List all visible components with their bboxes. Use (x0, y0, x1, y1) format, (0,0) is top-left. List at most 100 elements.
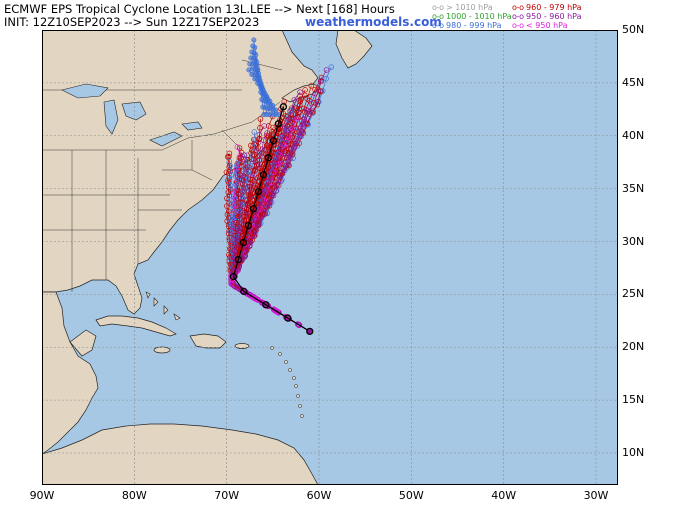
legend-label: 950 - 960 hPa (526, 12, 582, 21)
track-point (323, 67, 330, 73)
track-point (317, 78, 324, 84)
latitude-tick-label: 20N (622, 340, 645, 354)
track-point (235, 191, 242, 197)
mean-track-point (244, 221, 253, 230)
track-point (240, 184, 247, 191)
legend-label: 980 - 999 hPa (446, 21, 502, 30)
mean-track-point (264, 154, 273, 162)
track-point (293, 116, 300, 122)
track-point (278, 178, 284, 184)
mean-track-point (274, 120, 283, 128)
mean-track-point (279, 103, 288, 111)
track-point (261, 211, 268, 217)
track-point (293, 125, 299, 132)
latitude-tick-label: 50N (622, 23, 645, 36)
track-point (247, 162, 253, 169)
init-time-label: INIT: 12Z10SEP2023 --> Sun 12Z17SEP2023 (4, 15, 260, 29)
longitude-tick-label: 40W (491, 489, 517, 502)
track-point (289, 126, 296, 132)
track-point (225, 208, 232, 215)
track-point (226, 252, 232, 258)
track-point (314, 101, 321, 108)
track-point (246, 67, 252, 73)
track-point (234, 162, 240, 169)
track-point (238, 155, 244, 161)
mean-track-point (254, 187, 263, 196)
track-point (256, 221, 262, 227)
track-point (254, 200, 260, 206)
track-point (242, 210, 248, 216)
track-point (251, 37, 257, 43)
track-point (301, 105, 307, 112)
track-point (247, 192, 254, 198)
track-point (295, 321, 302, 328)
track-point (260, 207, 267, 214)
track-point (328, 64, 335, 70)
latitude-tick-label: 25N (622, 287, 645, 301)
map-title: ECMWF EPS Tropical Cyclone Location 13L.… (4, 2, 395, 16)
track-point (252, 76, 258, 82)
legend-marker: o-o (432, 21, 444, 30)
track-point (264, 94, 270, 100)
track-point (249, 49, 255, 55)
track-point (262, 210, 269, 217)
legend-item: o-o 1000 - 1010 hPa (432, 12, 512, 21)
legend-label: > 1010 hPa (446, 3, 493, 12)
track-point (279, 119, 286, 125)
track-point (308, 100, 315, 107)
track-point (236, 221, 243, 228)
track-point (297, 133, 303, 140)
track-point (234, 188, 241, 195)
track-point (256, 135, 263, 142)
mean-track-point (262, 301, 270, 309)
track-point (255, 80, 261, 86)
map-canvas (41, 29, 618, 486)
land-cuba (95, 315, 177, 337)
track-point (236, 184, 243, 191)
track-point (247, 61, 253, 67)
track-point (238, 229, 244, 235)
legend-marker: o-o (512, 3, 524, 12)
track-point (236, 212, 243, 219)
mean-track-point (284, 314, 292, 322)
track-point (228, 189, 235, 196)
track-point (248, 55, 254, 61)
land-newfoundland (335, 29, 373, 69)
mean-track-point (269, 137, 278, 145)
track-point (267, 143, 273, 150)
track-point (265, 133, 272, 140)
track-point (258, 198, 264, 204)
track-point (239, 163, 245, 170)
latitude-tick-label: 15N (622, 393, 645, 407)
track-point (258, 85, 264, 91)
track-point (236, 206, 243, 212)
track-point (275, 309, 282, 316)
track-point (308, 83, 315, 89)
track-point (257, 125, 263, 131)
land-mexico (41, 291, 99, 455)
track-point (231, 215, 238, 222)
track-point (248, 185, 254, 191)
latitude-tick-label: 10N (622, 446, 645, 459)
longitude-tick-label: 90W (29, 489, 55, 502)
track-point (268, 179, 275, 186)
ensemble-mean-track (229, 103, 314, 336)
track-point (241, 253, 248, 260)
track-point (232, 241, 239, 247)
track-point (283, 113, 289, 119)
track-point (270, 192, 277, 199)
track-point (228, 172, 235, 178)
track-point (315, 87, 322, 93)
mean-track-point (229, 272, 238, 281)
track-point (247, 242, 253, 248)
track-point (226, 150, 233, 157)
track-point (304, 120, 311, 127)
track-point (250, 167, 257, 174)
legend-marker: o-o (512, 21, 524, 30)
track-point (227, 183, 234, 189)
track-point (248, 218, 254, 224)
track-point (250, 43, 256, 49)
legend-marker: o-o (432, 12, 444, 21)
track-point (244, 157, 251, 163)
track-point (261, 188, 268, 195)
